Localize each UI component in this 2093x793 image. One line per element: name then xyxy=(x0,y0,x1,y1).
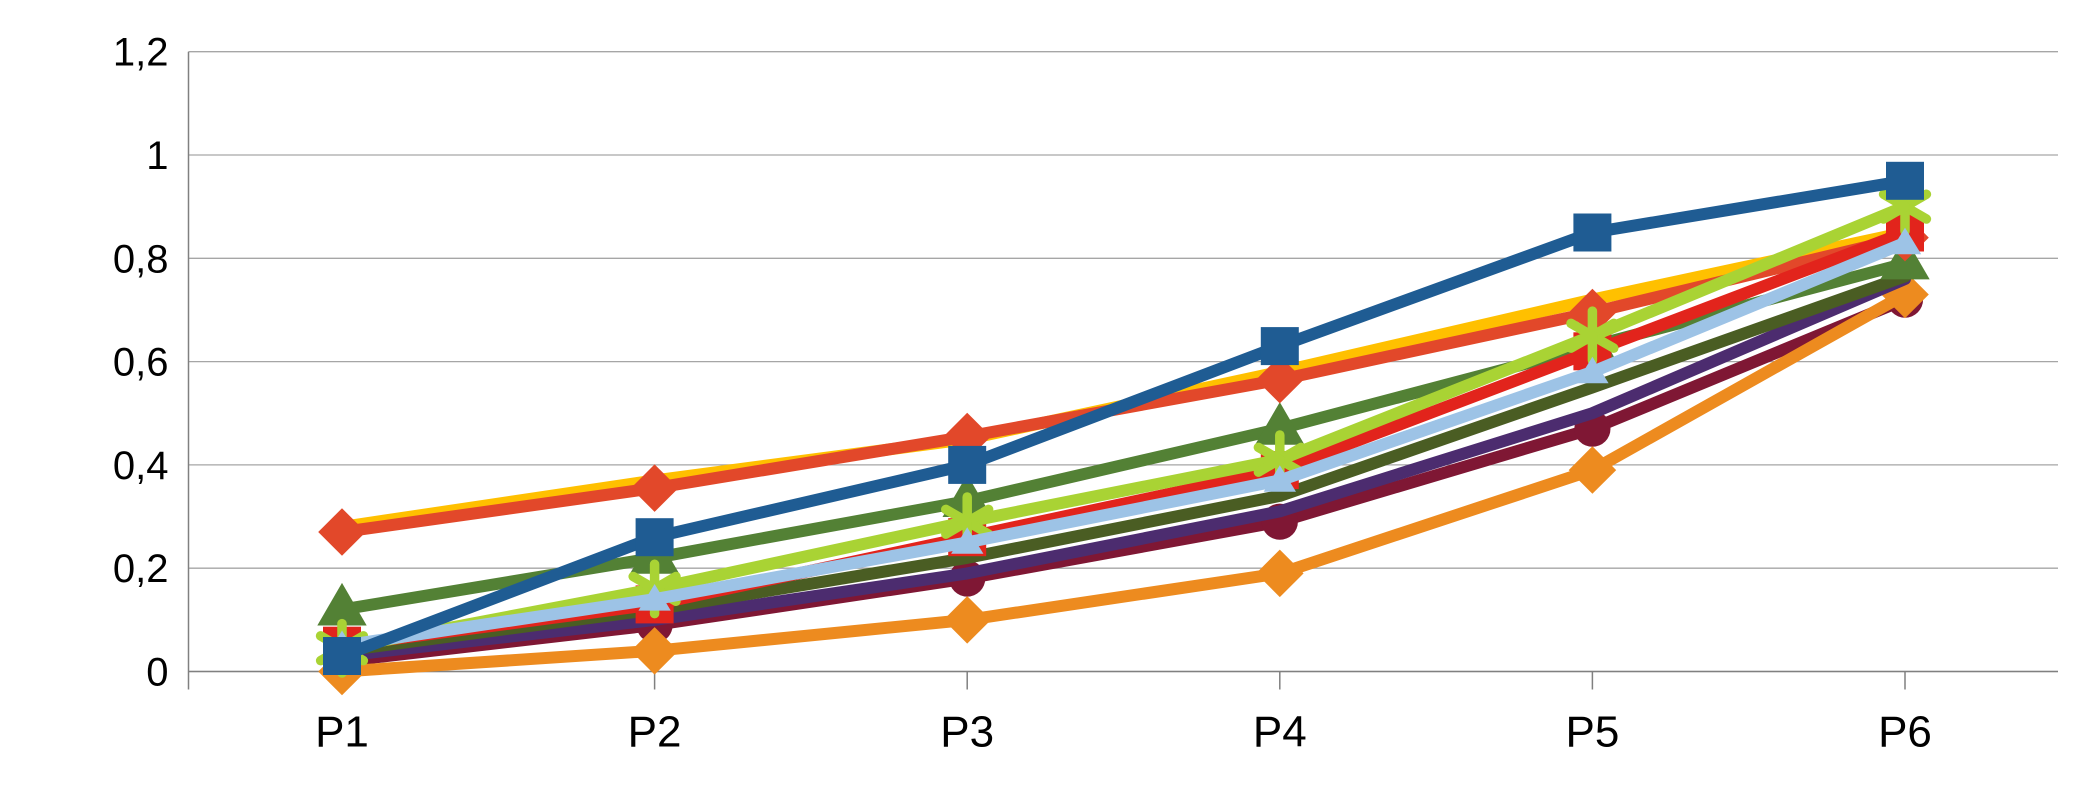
svg-text:0,6: 0,6 xyxy=(113,341,169,385)
svg-text:1: 1 xyxy=(146,134,168,178)
svg-text:0: 0 xyxy=(146,651,168,695)
svg-text:0,8: 0,8 xyxy=(113,237,169,281)
svg-text:0,2: 0,2 xyxy=(113,547,169,591)
svg-text:0,4: 0,4 xyxy=(113,444,169,488)
svg-text:1,2: 1,2 xyxy=(113,31,169,75)
svg-text:P4: P4 xyxy=(1253,708,1307,757)
svg-text:P5: P5 xyxy=(1565,708,1619,757)
svg-text:P6: P6 xyxy=(1878,708,1932,757)
svg-text:P2: P2 xyxy=(628,708,682,757)
svg-text:P3: P3 xyxy=(940,708,994,757)
svg-text:P1: P1 xyxy=(315,708,369,757)
